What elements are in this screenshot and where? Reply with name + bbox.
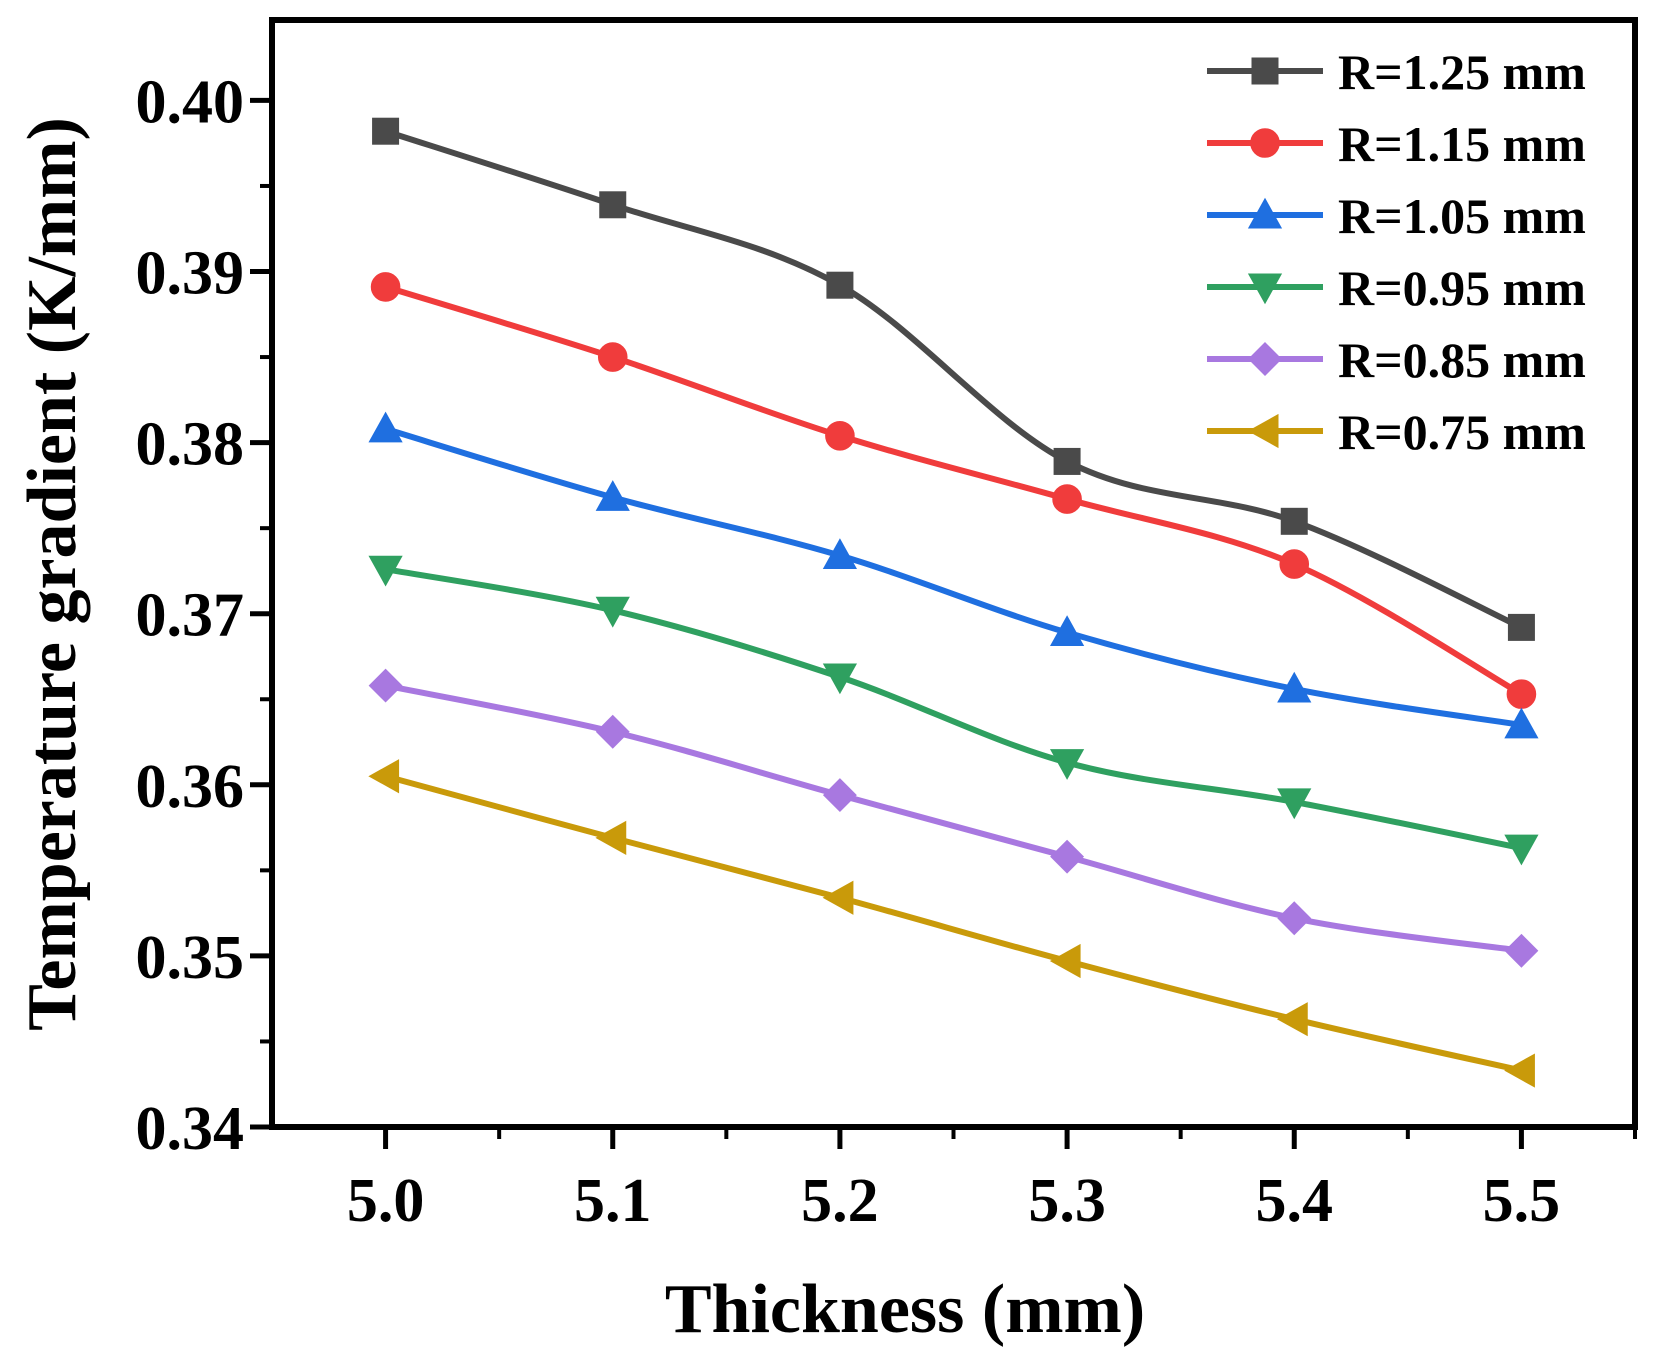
data-point	[595, 480, 630, 511]
data-point	[1504, 1053, 1535, 1088]
y-tick-label: 0.35	[136, 924, 245, 992]
data-point	[1504, 707, 1539, 739]
legend-entry: R=0.75 mm	[1207, 404, 1586, 460]
data-point	[595, 714, 630, 749]
x-tick-label: 5.3	[1028, 1167, 1106, 1235]
legend-label: R=0.95 mm	[1338, 260, 1586, 316]
y-tick-label: 0.40	[136, 68, 245, 136]
y-axis-title: Temperature gradient (K/mm)	[14, 117, 91, 1031]
legend-marker	[1247, 413, 1279, 449]
data-point	[1276, 1002, 1308, 1037]
x-tick-label: 5.2	[801, 1167, 879, 1235]
legend-label: R=1.25 mm	[1338, 44, 1586, 100]
legend-entry: R=1.25 mm	[1207, 44, 1586, 100]
data-point	[1050, 839, 1085, 874]
y-tick-label: 0.34	[136, 1095, 245, 1163]
series-r-1-25-mm	[372, 117, 1535, 641]
data-point	[1052, 484, 1082, 514]
data-point	[822, 880, 854, 915]
data-point	[597, 342, 628, 372]
data-point	[1277, 788, 1312, 820]
data-point	[595, 820, 627, 855]
legend-marker	[1247, 273, 1283, 305]
data-point	[595, 596, 630, 628]
data-point	[368, 668, 403, 703]
data-point	[1504, 834, 1539, 866]
legend: R=1.25 mm R=1.15 mm R=1.05 mm R=0.95 mm R=0.…	[1207, 44, 1586, 460]
legend-entry: R=1.15 mm	[1207, 116, 1586, 172]
legend-marker	[1247, 197, 1283, 229]
y-tick-label: 0.37	[136, 582, 245, 650]
data-point	[368, 411, 403, 443]
data-point	[599, 191, 627, 219]
legend-label: R=0.85 mm	[1338, 332, 1586, 388]
series-r-0-95-mm	[368, 555, 1539, 866]
axes: 5.0 5.1 5.2 5.3 5.4 5.5 0.34 0.35 0.36 0.37 0.38 0.…	[136, 68, 1637, 1235]
legend-entry: R=0.95 mm	[1207, 260, 1586, 316]
data-point	[1053, 447, 1081, 475]
x-tick-label: 5.0	[347, 1167, 425, 1235]
data-point	[1049, 749, 1085, 780]
y-tick-label: 0.39	[136, 240, 245, 308]
legend-marker	[1250, 128, 1280, 158]
data-point	[372, 117, 400, 145]
series-r-0-75-mm	[368, 759, 1535, 1088]
legend-label: R=1.05 mm	[1338, 188, 1586, 244]
y-tick-label: 0.38	[136, 411, 245, 479]
series-r-1-05-mm	[368, 411, 1539, 739]
data-point	[1280, 507, 1308, 535]
data-point	[822, 778, 857, 813]
plot-frame	[269, 17, 1638, 1130]
legend-entry: R=0.85 mm	[1207, 332, 1586, 388]
data-point	[825, 420, 855, 451]
series-line	[384, 773, 1523, 1074]
series-line	[384, 284, 1523, 697]
data-point	[1277, 901, 1312, 936]
data-point	[1507, 613, 1535, 641]
x-tick-label: 5.1	[574, 1167, 652, 1235]
data-point	[1506, 679, 1537, 709]
data-point	[368, 555, 403, 587]
data-point	[1049, 943, 1081, 979]
data-point	[826, 271, 854, 299]
legend-label: R=1.15 mm	[1338, 116, 1586, 172]
data-point	[1279, 549, 1310, 579]
x-axis-title: Thickness (mm)	[665, 1271, 1145, 1348]
data-point	[370, 272, 401, 302]
data-point	[1049, 615, 1085, 647]
legend-label: R=0.75 mm	[1338, 404, 1586, 460]
data-point	[368, 759, 400, 794]
plot-marks	[368, 117, 1539, 1088]
legend-marker	[1251, 57, 1279, 85]
x-tick-label: 5.4	[1256, 1167, 1334, 1235]
series-r-1-15-mm	[370, 272, 1537, 709]
y-tick-label: 0.36	[136, 753, 245, 821]
data-point	[1504, 933, 1539, 968]
series-line	[385, 566, 1523, 852]
series-line	[384, 128, 1523, 631]
data-point	[822, 663, 858, 695]
x-tick-label: 5.5	[1483, 1167, 1561, 1235]
series-line	[384, 682, 1522, 954]
series-line	[384, 426, 1522, 728]
legend-marker	[1248, 342, 1282, 376]
data-point	[1277, 671, 1312, 703]
legend-entry: R=1.05 mm	[1207, 188, 1586, 244]
data-point	[822, 538, 858, 570]
series-r-0-85-mm	[368, 668, 1539, 968]
